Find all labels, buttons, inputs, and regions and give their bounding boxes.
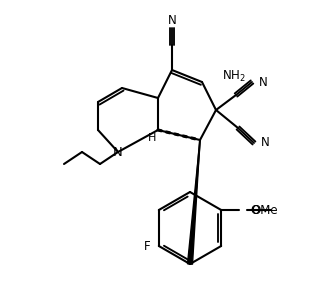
Text: NH$_2$: NH$_2$ — [222, 69, 246, 83]
Text: N: N — [168, 15, 176, 27]
Text: N: N — [113, 145, 123, 159]
Text: N: N — [259, 75, 268, 89]
Text: OMe: OMe — [251, 204, 278, 217]
Polygon shape — [187, 140, 200, 264]
Text: H: H — [148, 133, 156, 143]
Text: N: N — [261, 136, 270, 150]
Text: O: O — [250, 204, 260, 217]
Text: F: F — [144, 240, 150, 252]
